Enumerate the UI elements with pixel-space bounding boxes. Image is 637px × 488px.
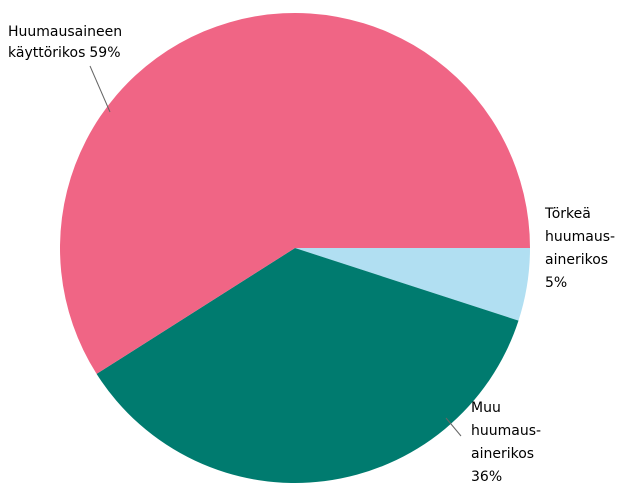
leader-line — [445, 417, 462, 437]
slice-label: Huumausaineen käyttörikos 59% — [8, 24, 122, 61]
pie-slice — [96, 248, 519, 483]
pie-slice — [295, 248, 530, 321]
label-line: huumaus- — [545, 229, 615, 245]
label-line: käyttörikos — [8, 45, 85, 61]
slice-label: Muu huumaus-ainerikos 36% — [471, 400, 541, 485]
pie-slice — [59, 13, 530, 374]
label-line: Huumausaineen — [8, 24, 122, 40]
label-line: ainerikos — [545, 252, 608, 268]
leader-line — [89, 65, 111, 113]
value-label: 59% — [89, 45, 120, 61]
label-line: huumaus- — [471, 423, 541, 439]
value-label: 5% — [545, 275, 567, 291]
label-line: Muu — [471, 400, 501, 416]
label-line: Törkeä — [544, 206, 591, 222]
value-label: 36% — [471, 469, 502, 485]
slice-label: Törkeä huumaus-ainerikos 5% — [544, 206, 615, 291]
label-line: ainerikos — [471, 446, 534, 462]
